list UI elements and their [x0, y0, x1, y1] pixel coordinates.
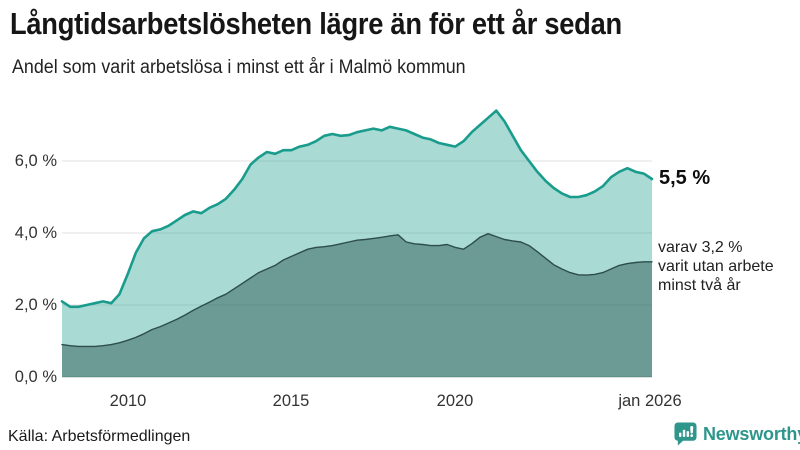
total-unemployed-line [60, 109, 654, 309]
page-title: Långtidsarbetslösheten lägre än för ett … [10, 6, 622, 41]
newsworthy-wordmark: Newsworthy [703, 423, 800, 444]
x-axis-tick-2020: 2020 [436, 392, 474, 410]
x-axis-tick-2015: 2015 [272, 392, 310, 410]
two-year-unemployed-area [62, 233, 652, 377]
annotation-line-3: minst två år [658, 277, 741, 294]
source-attribution: Källa: Arbetsförmedlingen [8, 428, 191, 445]
y-axis-tick-0: 0,0 % [14, 368, 57, 386]
x-axis-tick-jan-2026: jan 2026 [618, 392, 682, 410]
y-axis-tick-6: 6,0 % [14, 152, 57, 170]
inner-series-annotation: varav 3,2 % varit utan arbete minst två … [658, 238, 774, 295]
two-year-unemployed-line [61, 233, 653, 348]
newsworthy-icon [674, 422, 697, 446]
y-axis-tick-2: 2,0 % [14, 296, 57, 314]
annotation-line-2: varit utan arbete [658, 258, 774, 275]
total-unemployed-area [62, 110, 652, 377]
x-axis-tick-2010: 2010 [109, 392, 147, 410]
page-subtitle: Andel som varit arbetslösa i minst ett å… [12, 57, 466, 78]
y-axis-tick-4: 4,0 % [14, 224, 57, 242]
gridlines [62, 160, 652, 378]
newsworthy-logo: Newsworthy [674, 422, 800, 446]
annotation-line-1: varav 3,2 % [658, 239, 743, 256]
series-end-value-label: 5,5 % [659, 167, 711, 189]
